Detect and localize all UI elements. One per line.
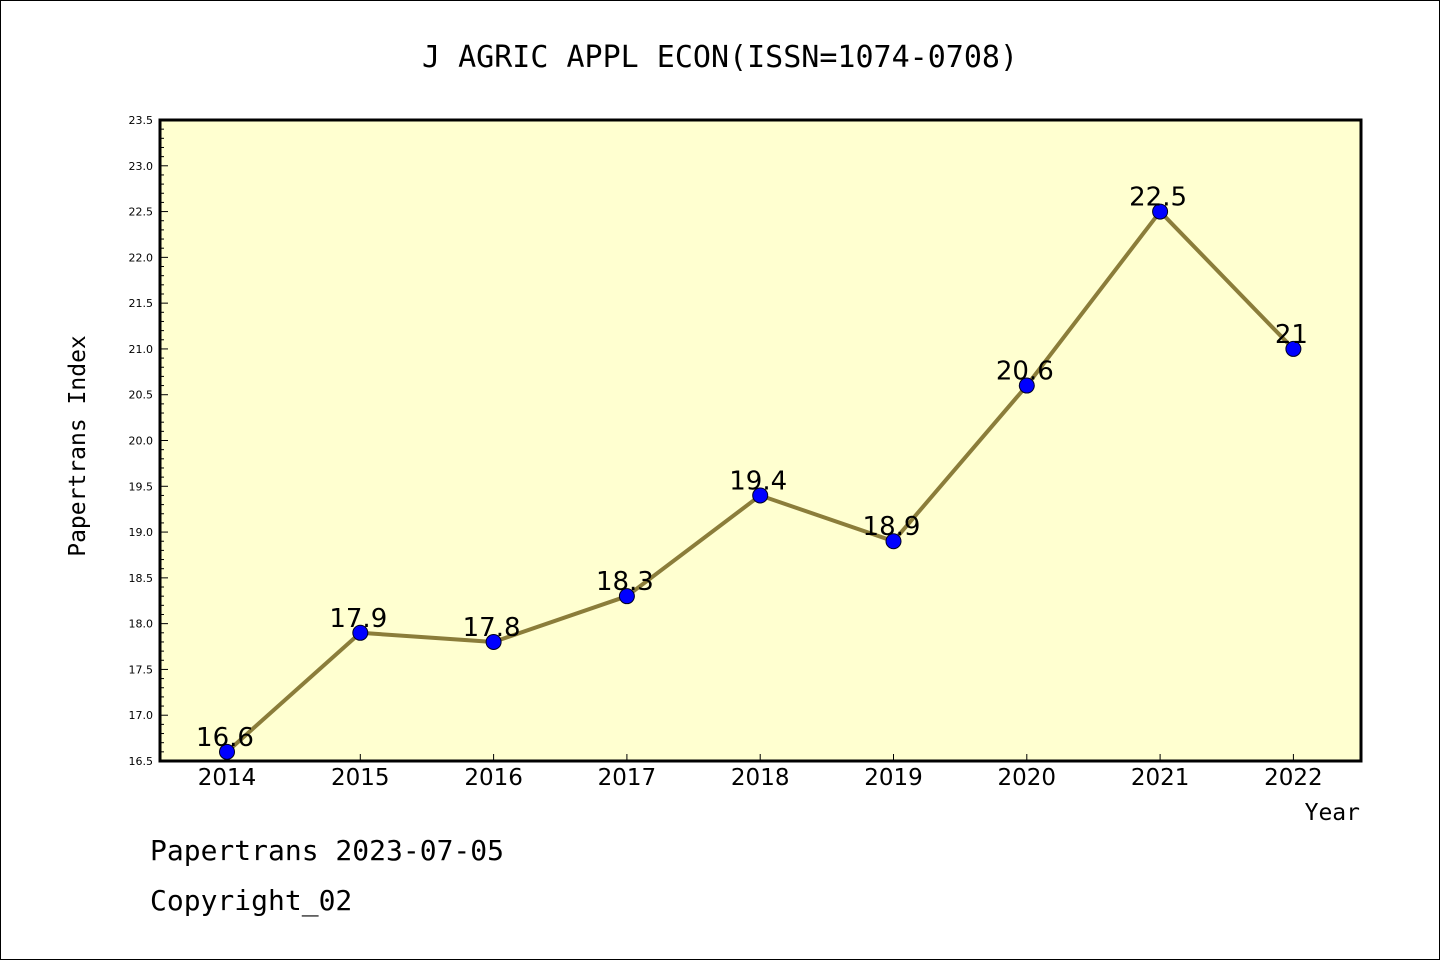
- y-tick-label: 23.0: [129, 160, 154, 173]
- x-tick-label: 2017: [598, 765, 657, 791]
- data-labels: 16.6 17.9 17.8 18.3 19.4 18.9 20.6 22.5 21: [196, 183, 1308, 753]
- data-point: [485, 633, 502, 650]
- x-tick-label: 2015: [331, 765, 390, 791]
- y-axis-label: Papertrans Index: [65, 335, 91, 557]
- data-label: 16.6: [196, 723, 254, 753]
- y-tick-label: 17.5: [129, 663, 154, 676]
- y-tick-label: 17.0: [129, 709, 154, 722]
- y-tick-label: 21.0: [129, 343, 154, 356]
- x-axis: 2014 2015 2016 2017 2018 2019 2020 2021 2022: [198, 754, 1323, 791]
- data-label: 22.5: [1129, 183, 1187, 213]
- y-tick-label: 19.0: [129, 526, 154, 539]
- data-point: [885, 533, 902, 550]
- y-tick-label: 20.5: [129, 389, 154, 402]
- data-point: [1152, 203, 1169, 220]
- plot-area: [160, 120, 1361, 761]
- data-point: [618, 588, 635, 605]
- x-tick-label: 2014: [198, 765, 257, 791]
- chart-title: J AGRIC APPL ECON(ISSN=1074-0708): [422, 40, 1018, 75]
- x-tick-label: 2016: [464, 765, 523, 791]
- y-tick-label: 21.5: [129, 297, 154, 310]
- x-tick-label: 2018: [731, 765, 790, 791]
- x-tick-label: 2020: [998, 765, 1057, 791]
- plot-border: [158, 118, 1363, 763]
- footer-date: Papertrans 2023-07-05: [150, 834, 505, 867]
- y-tick-label: 20.0: [129, 435, 154, 448]
- y-tick-label: 18.0: [129, 618, 154, 631]
- x-tick-label: 2019: [864, 765, 923, 791]
- x-tick-label: 2022: [1264, 765, 1323, 791]
- y-tick-label: 16.5: [129, 755, 154, 768]
- y-tick-label: 22.0: [129, 251, 154, 264]
- data-label: 17.8: [463, 613, 521, 643]
- y-tick-label: 19.5: [129, 480, 154, 493]
- data-point: [1018, 377, 1035, 394]
- y-tick-label: 22.5: [129, 206, 154, 219]
- x-axis-label: Year: [1305, 800, 1360, 826]
- data-point: [752, 487, 769, 504]
- data-label: 21: [1275, 320, 1308, 350]
- y-tick-label: 18.5: [129, 572, 154, 585]
- data-point: [219, 743, 235, 760]
- data-label: 19.4: [729, 466, 787, 496]
- y-tick-label: 23.5: [129, 114, 154, 127]
- data-label: 17.9: [329, 604, 387, 634]
- footer-copyright: Copyright_02: [150, 884, 353, 917]
- data-point: [352, 624, 369, 641]
- y-axis: 16.5 17.0 17.5 18.0 18.5 19.0 19.5 20.0 20.5 21.0…: [129, 114, 168, 768]
- data-label: 18.9: [863, 512, 921, 542]
- data-label: 20.6: [996, 357, 1054, 387]
- data-point: [1285, 340, 1302, 357]
- data-label: 18.3: [596, 567, 654, 597]
- data-points: [219, 203, 1302, 760]
- x-tick-label: 2021: [1131, 765, 1190, 791]
